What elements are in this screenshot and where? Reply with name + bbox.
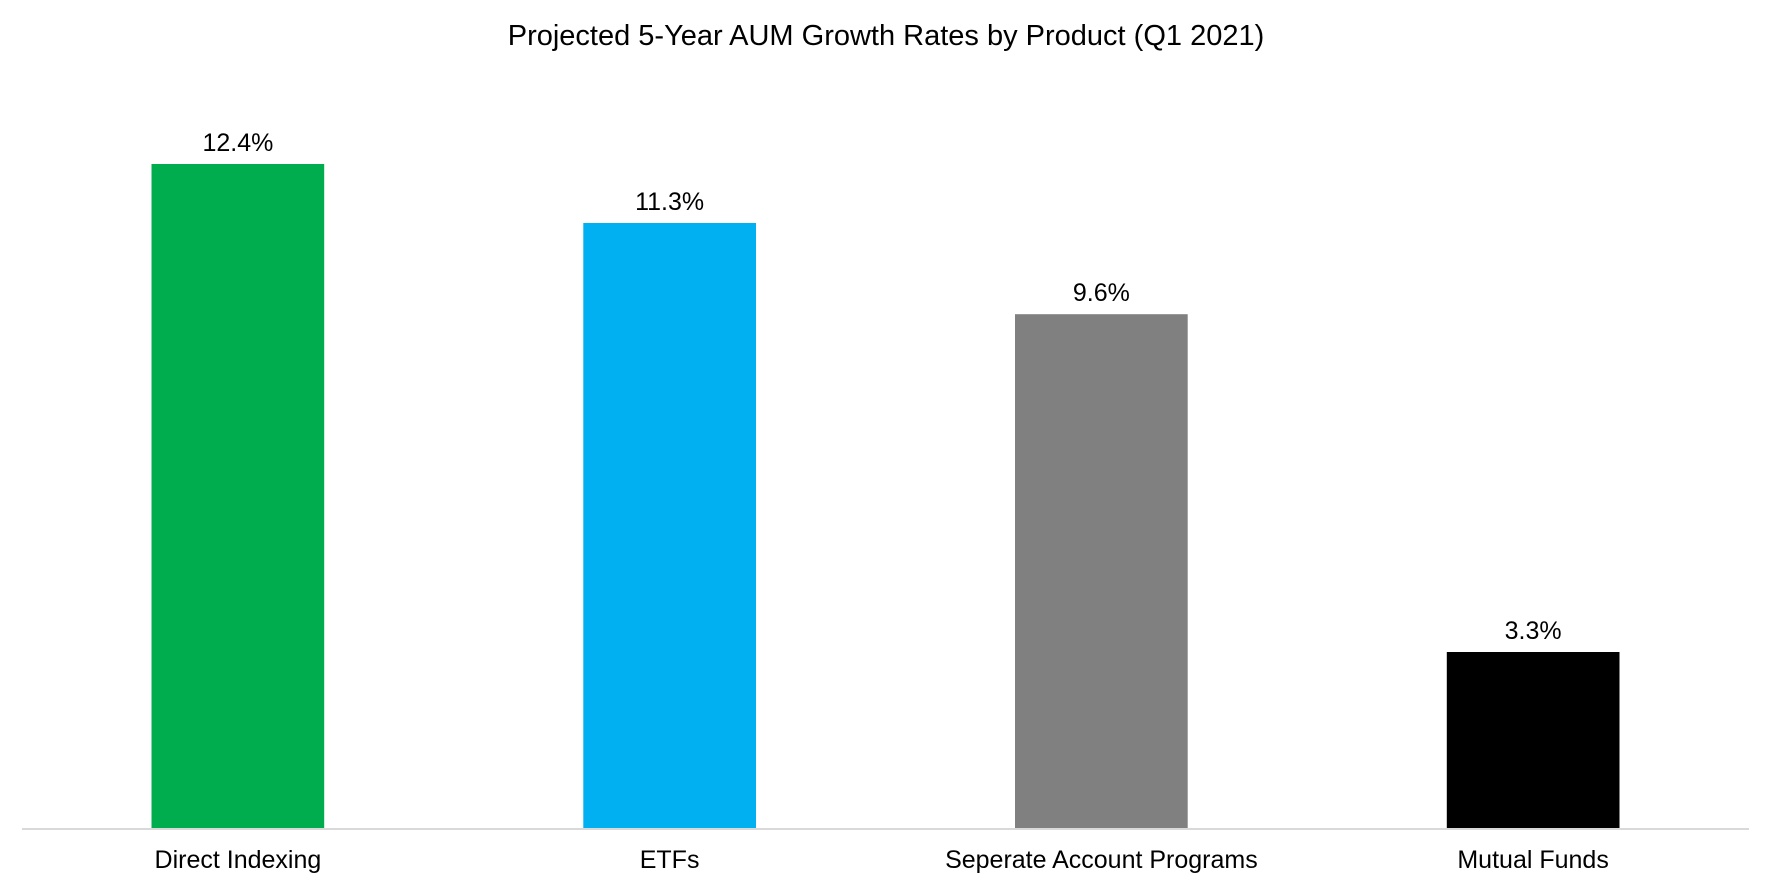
- bars-group: [151, 164, 1620, 829]
- x-tick-label: Seperate Account Programs: [945, 846, 1258, 874]
- bar: [583, 223, 756, 829]
- x-tick-label: ETFs: [640, 846, 700, 874]
- bar: [1446, 652, 1620, 829]
- chart-title: Projected 5-Year AUM Growth Rates by Pro…: [508, 20, 1265, 52]
- x-tick-label: Direct Indexing: [155, 846, 322, 874]
- bar: [1015, 314, 1188, 829]
- x-tick-labels-group: Direct Indexing ETFs Seperate Account Prog…: [155, 846, 1609, 874]
- data-label: 9.6%: [1073, 279, 1130, 307]
- x-tick-label: Mutual Funds: [1457, 846, 1608, 874]
- bar: [151, 164, 325, 829]
- data-label: 12.4%: [202, 129, 273, 157]
- data-label: 3.3%: [1505, 617, 1562, 645]
- data-label: 11.3%: [635, 188, 704, 216]
- data-labels-group: 12.4% 11.3% 9.6% 3.3%: [202, 129, 1561, 645]
